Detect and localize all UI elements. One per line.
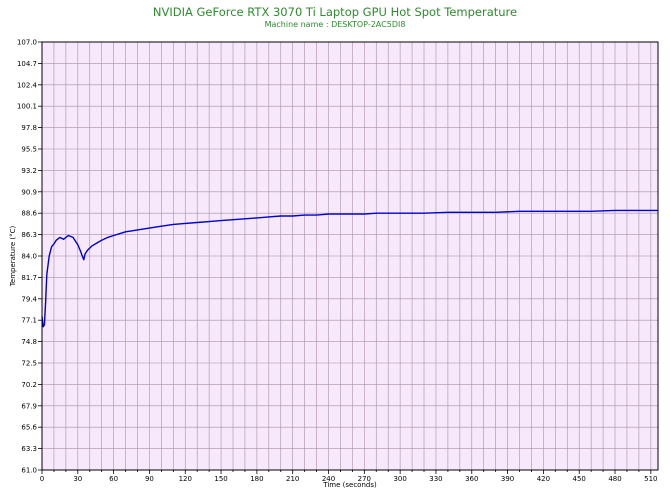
y-tick-label: 93.2 <box>21 167 37 175</box>
x-tick-label: 180 <box>250 475 263 483</box>
y-tick-label: 77.1 <box>21 317 37 325</box>
y-tick-label: 86.3 <box>21 231 37 239</box>
y-tick-label: 63.3 <box>21 445 37 453</box>
y-tick-label: 104.7 <box>17 60 37 68</box>
y-tick-label: 100.1 <box>17 103 37 111</box>
y-tick-label: 88.6 <box>21 210 37 218</box>
y-tick-label: 70.2 <box>21 381 37 389</box>
x-axis-label: Time (seconds) <box>322 481 377 489</box>
x-tick-label: 390 <box>501 475 514 483</box>
chart-title: NVIDIA GeForce RTX 3070 Ti Laptop GPU Ho… <box>153 5 517 19</box>
y-tick-label: 65.6 <box>21 424 37 432</box>
y-tick-label: 81.7 <box>21 274 37 282</box>
y-axis-label: Temperature (°C) <box>9 226 17 288</box>
y-tick-label: 90.9 <box>21 188 37 196</box>
x-tick-label: 480 <box>608 475 621 483</box>
x-tick-label: 240 <box>322 475 335 483</box>
x-tick-label: 330 <box>429 475 442 483</box>
x-tick-label: 360 <box>465 475 478 483</box>
y-tick-label: 97.8 <box>21 124 37 132</box>
y-tick-label: 84.0 <box>21 253 37 261</box>
y-tick-label: 61.0 <box>21 467 37 475</box>
y-axis-ticks: 61.0 63.3 65.6 67.9 70.2 72.5 74.8 77.1 79.4 81.7… <box>17 39 42 475</box>
y-tick-label: 102.4 <box>17 81 38 89</box>
x-tick-label: 30 <box>73 475 82 483</box>
x-tick-label: 300 <box>393 475 406 483</box>
x-tick-label: 0 <box>40 475 44 483</box>
x-tick-label: 450 <box>573 475 586 483</box>
grid-lines <box>41 41 658 471</box>
x-axis-ticks: 0 30 60 90 120 150 180 210 240 270 300 330 360 390 420… <box>40 470 658 483</box>
plot-border <box>41 41 659 471</box>
x-tick-label: 210 <box>286 475 299 483</box>
x-tick-label: 60 <box>109 475 118 483</box>
y-tick-label: 107.0 <box>17 39 37 47</box>
x-tick-label: 120 <box>179 475 192 483</box>
chart-subtitle: Machine name : DESKTOP-2AC5DI8 <box>265 20 406 29</box>
y-tick-label: 72.5 <box>21 360 37 368</box>
y-tick-label: 74.8 <box>21 338 37 346</box>
x-tick-label: 90 <box>145 475 154 483</box>
y-tick-label: 67.9 <box>21 402 37 410</box>
x-tick-label: 270 <box>358 475 371 483</box>
y-tick-label: 95.5 <box>21 146 37 154</box>
temperature-series-line <box>41 209 658 328</box>
x-tick-label: 420 <box>537 475 550 483</box>
x-tick-label: 510 <box>644 475 657 483</box>
y-tick-label: 79.4 <box>21 295 37 303</box>
x-tick-label: 150 <box>214 475 227 483</box>
